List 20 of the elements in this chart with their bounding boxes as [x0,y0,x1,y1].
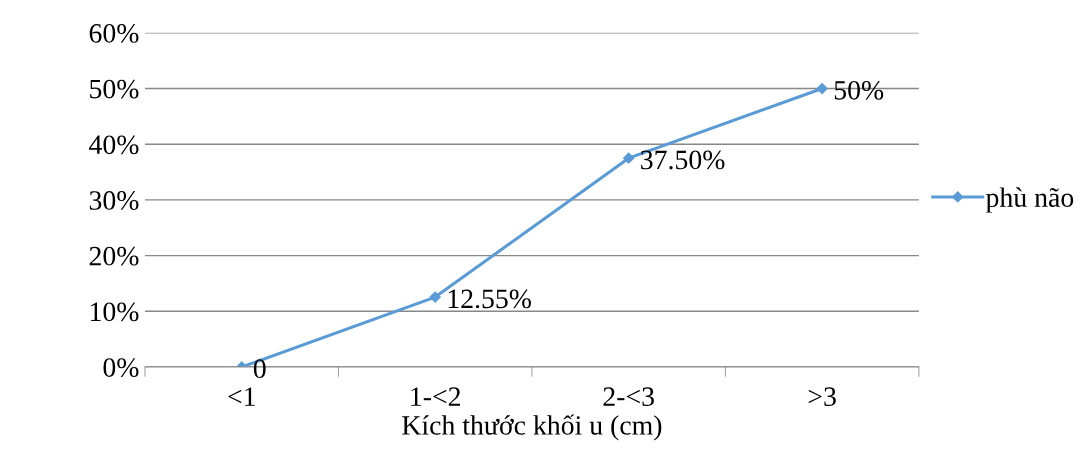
y-tick-label: 40% [89,135,139,155]
y-tick-label: 0% [103,358,139,377]
y-tick-label: 60% [89,24,139,43]
x-tick-label: 1-<2 [411,387,460,406]
y-tick-label: 20% [89,246,139,266]
y-tick-label: 30% [89,191,139,210]
point [816,82,828,95]
x-tick-label: 2-<3 [603,387,654,406]
data-label: 50% [834,80,884,100]
point [429,291,441,303]
x-tick-label: >3 [808,387,836,406]
y-tick-label: 50% [90,79,139,99]
point [623,152,635,164]
x-axis-title: Kích thước khối u (cm) [402,414,662,441]
data-label: 0 [253,359,266,379]
legend-label: phù não [985,187,1074,213]
x-tick-label: <1 [228,387,255,406]
data-label: 37.50% [641,150,725,170]
y-tick-label: 10% [90,302,139,322]
data-label: 12.55% [448,289,531,309]
